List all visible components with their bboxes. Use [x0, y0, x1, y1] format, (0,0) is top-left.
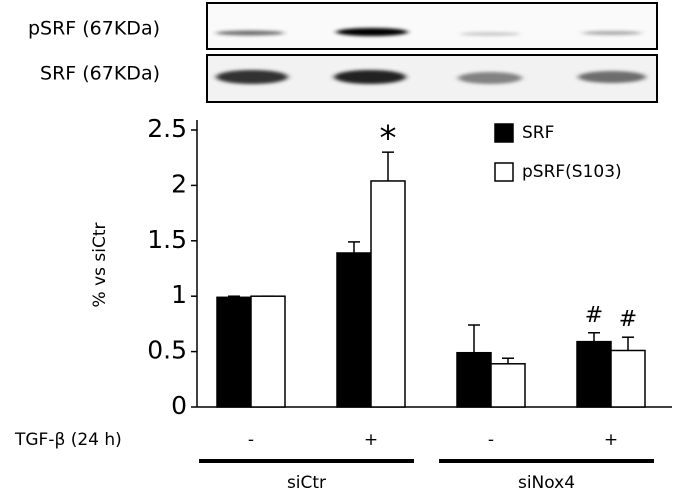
bar: [216, 296, 252, 408]
legend-swatch: [494, 123, 514, 143]
x-tick-label: +: [364, 430, 378, 450]
bar: [576, 340, 612, 408]
y-tick-label: 1.5: [147, 225, 187, 254]
bar: [456, 351, 492, 408]
y-tick-label: 2.5: [147, 114, 187, 143]
y-tick-label: 2: [171, 169, 187, 198]
y-axis-label: % vs siCtr: [90, 222, 110, 307]
bar: [250, 295, 286, 408]
bar: [610, 349, 646, 408]
x-tick-label: +: [604, 430, 618, 450]
bar: [370, 180, 406, 408]
row-label: TGF-β (24 h): [14, 430, 122, 450]
blot-label: SRF (67KDa): [40, 63, 160, 85]
blot-psrf: [206, 2, 658, 50]
blot-label: pSRF (67KDa): [28, 18, 160, 40]
significance-mark: *: [380, 119, 397, 159]
bar: [336, 252, 372, 408]
y-tick-label: 1: [171, 280, 187, 309]
group-label: siNox4: [518, 473, 575, 493]
bar: [490, 363, 526, 408]
blot-srf: [206, 54, 658, 103]
y-tick-label: 0: [171, 391, 187, 420]
legend-swatch: [494, 162, 514, 182]
group-label: siCtr: [287, 473, 326, 493]
significance-mark: #: [619, 307, 637, 332]
legend-label: pSRF(S103): [522, 162, 622, 182]
x-tick-label: -: [488, 430, 494, 450]
y-tick-label: 0.5: [147, 336, 187, 365]
legend-label: SRF: [522, 123, 554, 143]
x-tick-label: -: [248, 430, 254, 450]
significance-mark: #: [585, 303, 603, 328]
